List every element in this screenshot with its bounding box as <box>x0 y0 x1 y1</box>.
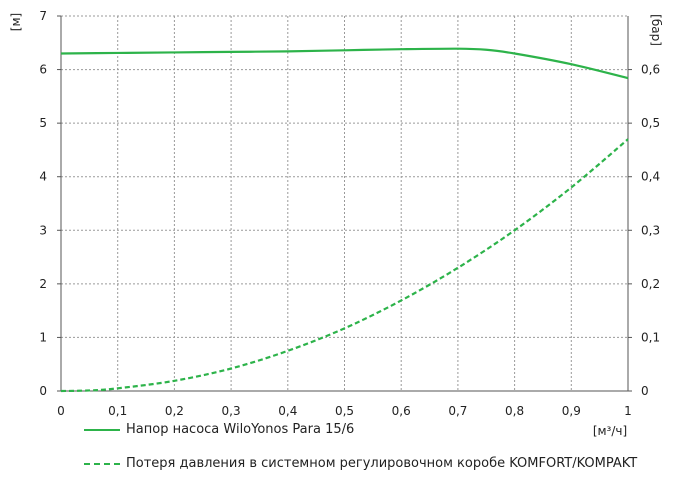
legend-label-pressure-loss: Потеря давления в системном регулировочн… <box>126 456 638 471</box>
y-left-tick-label: 2 <box>39 277 47 291</box>
axes <box>57 15 632 392</box>
grid-lines <box>61 15 628 391</box>
y-left-tick-label: 0 <box>39 384 47 398</box>
legend-swatch-solid <box>84 428 120 431</box>
y-right-tick-label: 0,6 <box>641 63 660 77</box>
series-lines <box>60 47 629 393</box>
series-line-pump-head <box>60 47 629 80</box>
y-left-tick-label: 5 <box>39 116 47 130</box>
legend-label-pump-head: Напор насоса WiloYonos Para 15/6 <box>126 422 355 437</box>
legend-swatch-dashed <box>84 462 120 465</box>
y-right-tick-label: 0,2 <box>641 277 660 291</box>
legend-item-pump-head: Напор насоса WiloYonos Para 15/6 <box>84 422 354 437</box>
y-right-tick-label: 0,4 <box>641 170 660 184</box>
x-unit-label: [м³/ч] <box>593 424 627 438</box>
x-tick-label: 0,3 <box>222 404 241 418</box>
y-right-tick-label: 0,1 <box>641 330 660 344</box>
y-right-tick-label: 0,3 <box>641 223 660 237</box>
y-left-tick-label: 7 <box>39 9 47 23</box>
y-left-tick-label: 6 <box>39 63 47 77</box>
x-tick-label: 1 <box>624 404 632 418</box>
y-left-tick-label: 1 <box>39 330 47 344</box>
y-left-tick-label: 3 <box>39 223 47 237</box>
x-tick-label: 0,9 <box>562 404 581 418</box>
x-tick-label: 0,6 <box>392 404 411 418</box>
x-tick-label: 0,1 <box>108 404 127 418</box>
series-line-pressure-loss <box>60 138 629 393</box>
x-tick-label: 0,5 <box>335 404 354 418</box>
x-tick-label: 0,2 <box>165 404 184 418</box>
tick-labels: 0 0,1 0,2 0,3 0,4 0,5 0,6 0,7 0,8 0,9 10123456700,… <box>39 9 660 418</box>
legend-item-pressure-loss: Потеря давления в системном регулировочн… <box>84 456 637 471</box>
x-tick-label: 0,7 <box>448 404 467 418</box>
y-right-tick-label: 0 <box>641 384 649 398</box>
y-left-tick-label: 4 <box>39 170 47 184</box>
y-right-tick-label: 0,5 <box>641 116 660 130</box>
x-tick-label: 0 <box>57 404 65 418</box>
y-right-unit-label: [бар] <box>649 14 663 46</box>
x-tick-label: 0,4 <box>278 404 297 418</box>
y-left-unit-label: [м] <box>9 13 23 31</box>
x-tick-label: 0,8 <box>505 404 524 418</box>
